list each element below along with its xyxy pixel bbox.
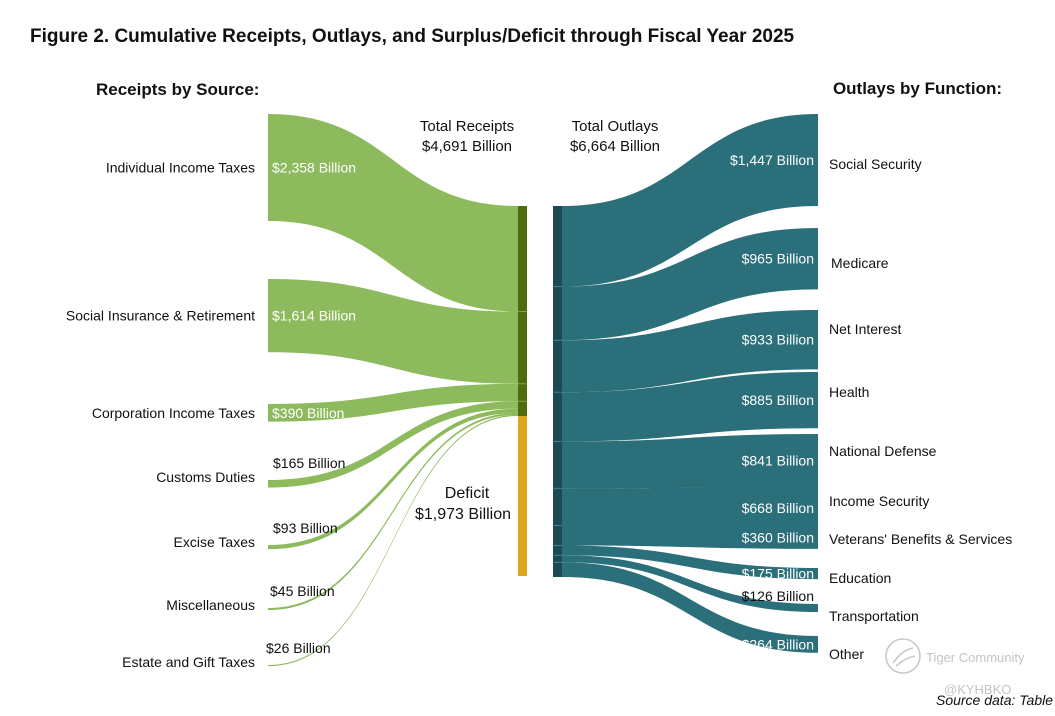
receipt-name-excise-taxes: Excise Taxes [174,534,255,550]
outlay-flow-social-security [562,114,818,287]
outlay-value-transportation: $126 Billion [742,588,814,604]
receipt-flow-estate-and-gift-taxes [268,414,518,667]
watermark-handle: @KYHBKO [944,682,1011,697]
outlays-flows [562,114,818,653]
chart-labels: Individual Income Taxes $2,358 Billion Soc… [66,152,1012,670]
outlay-flow-national-defense [562,434,818,489]
receipt-flow-customs-duties [268,401,518,488]
deficit-label: Deficit [445,485,490,502]
receipt-flow-corporation-income-taxes [268,383,518,422]
deficit-value: $1,973 Billion [415,506,511,523]
outlay-flow-health [562,372,818,442]
tiger-logo-stripes [892,647,916,667]
outlay-flow-other [562,562,818,653]
total-bars [518,206,562,577]
receipt-flow-social-insurance-and-retirement [268,279,518,384]
receipt-value-social-insurance-and-retirement: $1,614 Billion [272,308,356,324]
receipt-name-miscellaneous: Miscellaneous [166,597,255,613]
outlay-name-other: Other [829,646,864,662]
receipt-flow-individual-income-taxes [268,114,518,312]
outlay-flow-income-security [562,487,818,530]
outlay-flow-transportation [562,555,818,613]
receipt-name-individual-income-taxes: Individual Income Taxes [106,160,255,176]
outlay-value-education: $175 Billion [742,566,814,582]
receipt-flow-excise-taxes [268,408,518,550]
chart-title: Figure 2. Cumulative Receipts, Outlays, … [30,26,795,47]
total-receipts-value: $4,691 Billion [422,138,512,155]
outlay-value-net-interest: $933 Billion [742,332,814,348]
outlay-name-income-security: Income Security [829,493,929,509]
outlay-value-medicare: $965 Billion [742,251,814,267]
receipt-value-miscellaneous: $45 Billion [270,583,335,599]
outlay-name-national-defense: National Defense [829,443,937,459]
receipts-total-bar [518,206,527,416]
outlay-flow-medicare [562,228,818,341]
receipt-flow-miscellaneous [268,412,518,611]
receipt-name-corporation-income-taxes: Corporation Income Taxes [92,405,255,421]
tiger-logo-circle [885,638,921,674]
outlay-name-net-interest: Net Interest [829,321,901,337]
receipt-name-estate-and-gift-taxes: Estate and Gift Taxes [122,654,255,670]
receipts-header: Receipts by Source: [96,80,259,99]
outlay-name-education: Education [829,570,891,586]
receipt-value-customs-duties: $165 Billion [273,455,345,471]
outlay-flow-education [562,545,818,580]
outlay-value-income-security: $668 Billion [742,500,814,516]
outlay-value-national-defense: $841 Billion [742,453,814,469]
outlays-header: Outlays by Function: [833,79,1002,98]
receipt-name-customs-duties: Customs Duties [156,469,255,485]
outlay-name-health: Health [829,384,869,400]
outlay-value-health: $885 Billion [742,392,814,408]
watermark-brand: Tiger Community [926,650,1025,665]
outlay-name-veterans-benefits-and-services: Veterans' Benefits & Services [829,531,1012,547]
receipt-value-estate-and-gift-taxes: $26 Billion [266,640,331,656]
receipt-value-individual-income-taxes: $2,358 Billion [272,160,356,176]
outlay-value-other: $264 Billion [742,636,814,652]
tiger-logo [885,638,921,674]
outlay-name-social-security: Social Security [829,156,922,172]
receipt-value-corporation-income-taxes: $390 Billion [272,405,344,421]
total-outlays-value: $6,664 Billion [570,138,660,155]
receipts-flows [268,114,518,667]
outlay-flow-net-interest [562,310,818,393]
total-outlays-label: Total Outlays [572,118,659,135]
outlay-value-social-security: $1,447 Billion [730,152,814,168]
outlay-name-transportation: Transportation [829,608,919,624]
outlay-flow-veterans-benefits-and-services [562,525,818,549]
total-receipts-label: Total Receipts [420,118,514,135]
source-note: Source data: Table [936,692,1053,708]
outlay-value-veterans-benefits-and-services: $360 Billion [742,529,814,545]
outlays-total-bar [553,206,562,577]
receipt-value-excise-taxes: $93 Billion [273,520,338,536]
receipt-name-social-insurance-and-retirement: Social Insurance & Retirement [66,308,255,324]
outlay-name-medicare: Medicare [831,255,889,271]
deficit-bar [518,416,527,576]
